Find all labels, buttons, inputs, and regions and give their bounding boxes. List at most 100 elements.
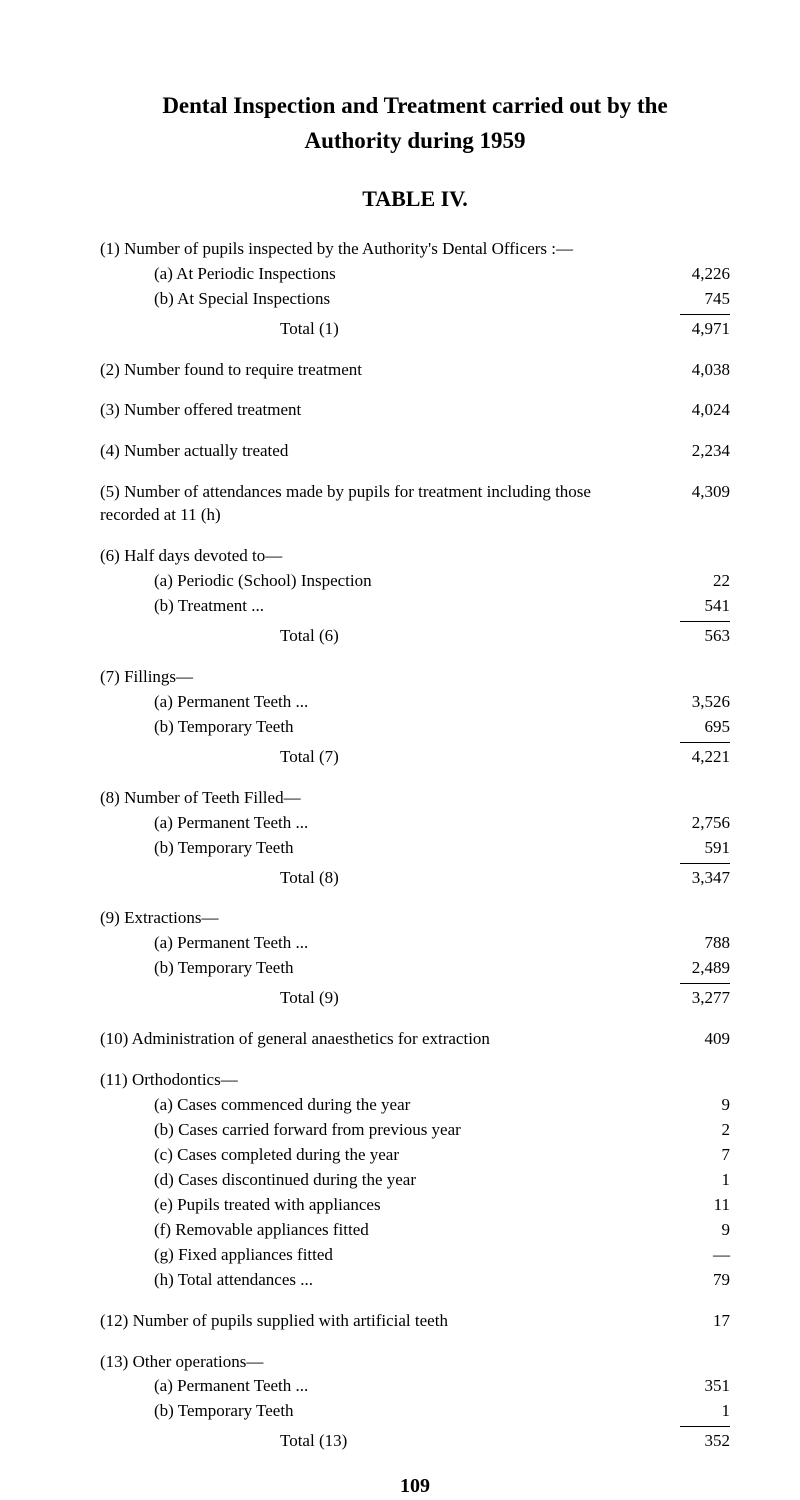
total-label: Total (1) xyxy=(100,318,660,341)
item-label: (3) Number offered treatment xyxy=(100,399,660,422)
sub-item-value: 7 xyxy=(660,1144,730,1167)
page-number: 109 xyxy=(100,1473,730,1500)
section-9: (9) Extractions—(a) Permanent Teeth ...7… xyxy=(100,907,730,1010)
item-heading: (9) Extractions— xyxy=(100,907,660,930)
sub-item-label: (b) Temporary Teeth xyxy=(100,1400,660,1423)
content-body: (1) Number of pupils inspected by the Au… xyxy=(100,238,730,1454)
rule xyxy=(680,863,730,864)
item-heading-value xyxy=(660,1069,730,1092)
section-7: (7) Fillings—(a) Permanent Teeth ...3,52… xyxy=(100,666,730,769)
sub-item-value: 2 xyxy=(660,1119,730,1142)
sub-item-label: (b) Treatment ... xyxy=(100,595,660,618)
sub-item-value: 351 xyxy=(660,1375,730,1398)
sub-item-value: 3,526 xyxy=(660,691,730,714)
rule xyxy=(680,314,730,315)
item-label: (10) Administration of general anaesthet… xyxy=(100,1028,660,1051)
item-heading: (8) Number of Teeth Filled— xyxy=(100,787,660,810)
sub-item-value: 745 xyxy=(660,288,730,311)
sub-item-value: — xyxy=(660,1244,730,1267)
total-value: 3,277 xyxy=(660,987,730,1010)
total-value: 563 xyxy=(660,625,730,648)
section-5: (5) Number of attendances made by pupils… xyxy=(100,481,730,527)
section-4: (4) Number actually treated2,234 xyxy=(100,440,730,463)
sub-item-label: (a) Permanent Teeth ... xyxy=(100,691,660,714)
total-label: Total (13) xyxy=(100,1430,660,1453)
sub-item-value: 591 xyxy=(660,837,730,860)
item-heading-value xyxy=(660,907,730,930)
sub-item-value: 4,226 xyxy=(660,263,730,286)
item-heading-value xyxy=(660,545,730,568)
sub-item-label: (b) Temporary Teeth xyxy=(100,957,660,980)
sub-item-value: 79 xyxy=(660,1269,730,1292)
item-label: (4) Number actually treated xyxy=(100,440,660,463)
section-10: (10) Administration of general anaesthet… xyxy=(100,1028,730,1051)
item-heading: (6) Half days devoted to— xyxy=(100,545,660,568)
sub-item-label: (f) Removable appliances fitted xyxy=(100,1219,660,1242)
item-heading: (13) Other operations— xyxy=(100,1351,660,1374)
title-line2: Authority during 1959 xyxy=(100,125,730,156)
sub-item-value: 695 xyxy=(660,716,730,739)
total-value: 4,221 xyxy=(660,746,730,769)
item-value: 4,309 xyxy=(660,481,730,527)
sub-item-value: 1 xyxy=(660,1400,730,1423)
section-6: (6) Half days devoted to—(a) Periodic (S… xyxy=(100,545,730,648)
item-heading-value xyxy=(660,1351,730,1374)
sub-item-label: (e) Pupils treated with appliances xyxy=(100,1194,660,1217)
section-2: (2) Number found to require treatment4,0… xyxy=(100,359,730,382)
section-8: (8) Number of Teeth Filled—(a) Permanent… xyxy=(100,787,730,890)
total-value: 3,347 xyxy=(660,867,730,890)
rule xyxy=(680,742,730,743)
rule xyxy=(680,621,730,622)
item-heading-value xyxy=(660,787,730,810)
sub-item-label: (b) Temporary Teeth xyxy=(100,837,660,860)
sub-item-label: (a) Cases commenced during the year xyxy=(100,1094,660,1117)
item-value: 17 xyxy=(660,1310,730,1333)
sub-item-label: (b) At Special Inspections xyxy=(100,288,660,311)
item-value: 409 xyxy=(660,1028,730,1051)
table-heading: TABLE IV. xyxy=(100,184,730,214)
sub-item-label: (a) Periodic (School) Inspection xyxy=(100,570,660,593)
section-12: (12) Number of pupils supplied with arti… xyxy=(100,1310,730,1333)
sub-item-value: 11 xyxy=(660,1194,730,1217)
item-value: 4,038 xyxy=(660,359,730,382)
item-label: (2) Number found to require treatment xyxy=(100,359,660,382)
rule xyxy=(680,1426,730,1427)
item-value: 2,234 xyxy=(660,440,730,463)
section-13: (13) Other operations—(a) Permanent Teet… xyxy=(100,1351,730,1454)
section-1: (1) Number of pupils inspected by the Au… xyxy=(100,238,730,341)
total-value: 4,971 xyxy=(660,318,730,341)
sub-item-value: 22 xyxy=(660,570,730,593)
sub-item-value: 788 xyxy=(660,932,730,955)
section-11: (11) Orthodontics—(a) Cases commenced du… xyxy=(100,1069,730,1291)
sub-item-label: (c) Cases completed during the year xyxy=(100,1144,660,1167)
item-value: 4,024 xyxy=(660,399,730,422)
sub-item-label: (b) Temporary Teeth xyxy=(100,716,660,739)
sub-item-value: 541 xyxy=(660,595,730,618)
item-heading-value xyxy=(660,666,730,689)
total-label: Total (6) xyxy=(100,625,660,648)
rule xyxy=(680,983,730,984)
item-label: (5) Number of attendances made by pupils… xyxy=(100,481,660,527)
total-label: Total (7) xyxy=(100,746,660,769)
sub-item-label: (h) Total attendances ... xyxy=(100,1269,660,1292)
sub-item-label: (a) Permanent Teeth ... xyxy=(100,932,660,955)
sub-item-label: (b) Cases carried forward from previous … xyxy=(100,1119,660,1142)
item-heading: (1) Number of pupils inspected by the Au… xyxy=(100,238,660,261)
sub-item-label: (a) Permanent Teeth ... xyxy=(100,812,660,835)
item-heading: (11) Orthodontics— xyxy=(100,1069,660,1092)
sub-item-label: (a) Permanent Teeth ... xyxy=(100,1375,660,1398)
sub-item-value: 9 xyxy=(660,1219,730,1242)
sub-item-value: 1 xyxy=(660,1169,730,1192)
title-line1: Dental Inspection and Treatment carried … xyxy=(100,90,730,121)
total-label: Total (9) xyxy=(100,987,660,1010)
sub-item-value: 2,756 xyxy=(660,812,730,835)
total-value: 352 xyxy=(660,1430,730,1453)
section-3: (3) Number offered treatment4,024 xyxy=(100,399,730,422)
sub-item-value: 9 xyxy=(660,1094,730,1117)
total-label: Total (8) xyxy=(100,867,660,890)
item-heading: (7) Fillings— xyxy=(100,666,660,689)
sub-item-label: (d) Cases discontinued during the year xyxy=(100,1169,660,1192)
sub-item-value: 2,489 xyxy=(660,957,730,980)
item-label: (12) Number of pupils supplied with arti… xyxy=(100,1310,660,1333)
sub-item-label: (g) Fixed appliances fitted xyxy=(100,1244,660,1267)
